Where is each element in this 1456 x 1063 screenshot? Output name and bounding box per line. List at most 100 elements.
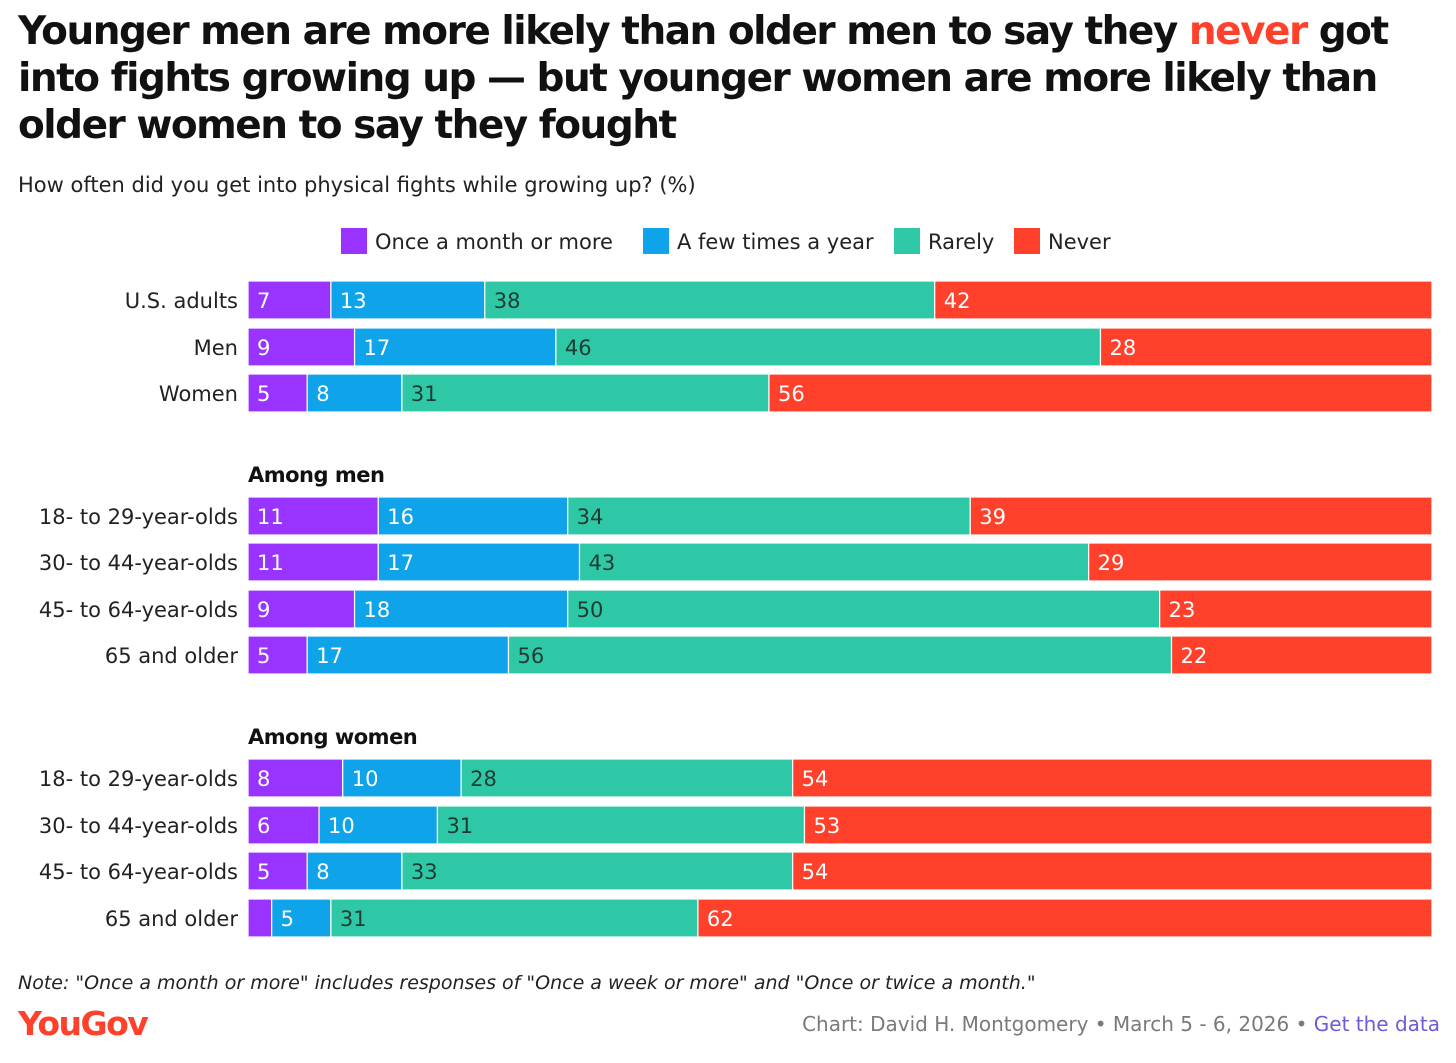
data-label-a-few-times-a-year: 10 (352, 767, 379, 791)
bar-segment-once-a-month-or-more (247, 373, 308, 413)
data-label-a-few-times-a-year: 17 (387, 551, 414, 575)
bar-segment-never (1170, 635, 1433, 675)
data-label-once-a-month-or-more: 5 (257, 860, 270, 884)
row-label: 18- to 29-year-olds (39, 767, 238, 791)
bar-segment-never (768, 373, 1433, 413)
data-label-once-a-month-or-more: 5 (257, 644, 270, 668)
bar-segment-rarely (578, 542, 1090, 582)
bar-segment-a-few-times-a-year (271, 898, 332, 938)
bar-segment-rarely (401, 851, 794, 891)
data-label-a-few-times-a-year: 5 (281, 907, 294, 931)
data-label-a-few-times-a-year: 8 (316, 382, 329, 406)
data-label-rarely: 50 (577, 598, 604, 622)
legend-label-never: Never (1048, 230, 1111, 254)
bar-segment-never (934, 280, 1433, 320)
group-heading-among-men: Among men (248, 463, 384, 487)
data-label-rarely: 31 (411, 382, 438, 406)
bar-segment-a-few-times-a-year (353, 589, 569, 629)
row-label: 45- to 64-year-olds (39, 598, 238, 622)
bar-segment-rarely (555, 327, 1102, 367)
chart-credit: Chart: David H. Montgomery • March 5 - 6… (802, 1012, 1440, 1036)
row-label: U.S. adults (125, 289, 238, 313)
bar-segment-a-few-times-a-year (330, 280, 486, 320)
bar-segment-a-few-times-a-year (306, 635, 510, 675)
data-label-once-a-month-or-more: 9 (257, 598, 270, 622)
legend: Once a month or more A few times a year Ra… (341, 228, 1111, 254)
data-label-never: 62 (707, 907, 734, 931)
data-label-once-a-month-or-more: 11 (257, 505, 284, 529)
data-label-rarely: 31 (340, 907, 367, 931)
data-label-once-a-month-or-more: 5 (257, 382, 270, 406)
bar-segment-a-few-times-a-year (377, 496, 569, 536)
bar-segment-never (1159, 589, 1433, 629)
data-label-a-few-times-a-year: 10 (328, 814, 355, 838)
bar-segment-rarely (401, 373, 770, 413)
bar-segment-once-a-month-or-more (247, 635, 308, 675)
row-label: Men (194, 336, 238, 360)
data-label-never: 42 (944, 289, 971, 313)
yougov-logo: YouGov (18, 1004, 149, 1043)
data-label-once-a-month-or-more: 8 (257, 767, 270, 791)
data-label-never: 54 (802, 860, 829, 884)
data-label-rarely: 56 (517, 644, 544, 668)
bar-segment-never (792, 851, 1433, 891)
data-label-rarely: 43 (589, 551, 616, 575)
data-label-rarely: 28 (470, 767, 497, 791)
chart-note: Note: "Once a month or more" includes re… (18, 972, 1036, 994)
row-label: 30- to 44-year-olds (39, 814, 238, 838)
data-label-never: 56 (778, 382, 805, 406)
bar-segment-never (803, 805, 1433, 845)
title-highlight-never: never (1188, 9, 1308, 54)
bar-segment-never (1099, 327, 1433, 367)
bar-segment-never (969, 496, 1433, 536)
data-label-once-a-month-or-more: 11 (257, 551, 284, 575)
data-label-never: 22 (1181, 644, 1208, 668)
row-label: 45- to 64-year-olds (39, 860, 238, 884)
bar-segment-never (792, 758, 1433, 798)
data-label-rarely: 38 (494, 289, 521, 313)
bar-segment-once-a-month-or-more (247, 280, 332, 320)
legend-swatch-a-few-times-a-year (643, 228, 669, 254)
bar-segment-rarely (567, 589, 1161, 629)
data-label-once-a-month-or-more: 7 (257, 289, 270, 313)
get-the-data-link[interactable]: Get the data (1313, 1012, 1440, 1036)
data-label-a-few-times-a-year: 13 (340, 289, 367, 313)
bar-segment-once-a-month-or-more (247, 327, 356, 367)
bar-segment-once-a-month-or-more (247, 898, 273, 938)
data-label-never: 23 (1169, 598, 1196, 622)
legend-swatch-once-a-month-or-more (341, 228, 367, 254)
data-label-never: 28 (1109, 336, 1136, 360)
legend-swatch-rarely (894, 228, 920, 254)
bar-segment-a-few-times-a-year (306, 373, 403, 413)
legend-label-a-few-times-a-year: A few times a year (677, 230, 874, 254)
bar-segment-a-few-times-a-year (377, 542, 581, 582)
row-label: 65 and older (105, 644, 239, 668)
data-label-never: 54 (802, 767, 829, 791)
data-label-rarely: 46 (565, 336, 592, 360)
legend-label-once-a-month-or-more: Once a month or more (375, 230, 613, 254)
row-label: 18- to 29-year-olds (39, 505, 238, 529)
bar-segment-rarely (330, 898, 699, 938)
bar-segment-rarely (436, 805, 806, 845)
bar-segment-rarely (460, 758, 794, 798)
data-label-never: 29 (1098, 551, 1125, 575)
data-label-rarely: 33 (411, 860, 438, 884)
bar-segment-a-few-times-a-year (306, 851, 403, 891)
bar-segment-never (1088, 542, 1433, 582)
group-heading-among-women: Among women (248, 725, 417, 749)
legend-swatch-never (1014, 228, 1040, 254)
bar-segment-never (697, 898, 1433, 938)
data-label-rarely: 34 (577, 505, 604, 529)
data-label-once-a-month-or-more: 9 (257, 336, 270, 360)
data-label-a-few-times-a-year: 18 (364, 598, 391, 622)
bar-segment-once-a-month-or-more (247, 805, 320, 845)
bar-segment-rarely (484, 280, 936, 320)
row-label: 30- to 44-year-olds (39, 551, 238, 575)
data-label-rarely: 31 (446, 814, 473, 838)
legend-label-rarely: Rarely (928, 230, 994, 254)
chart-subtitle: How often did you get into physical figh… (18, 173, 696, 197)
bar-segment-rarely (567, 496, 971, 536)
bar-segment-rarely (507, 635, 1173, 675)
data-label-a-few-times-a-year: 16 (387, 505, 414, 529)
